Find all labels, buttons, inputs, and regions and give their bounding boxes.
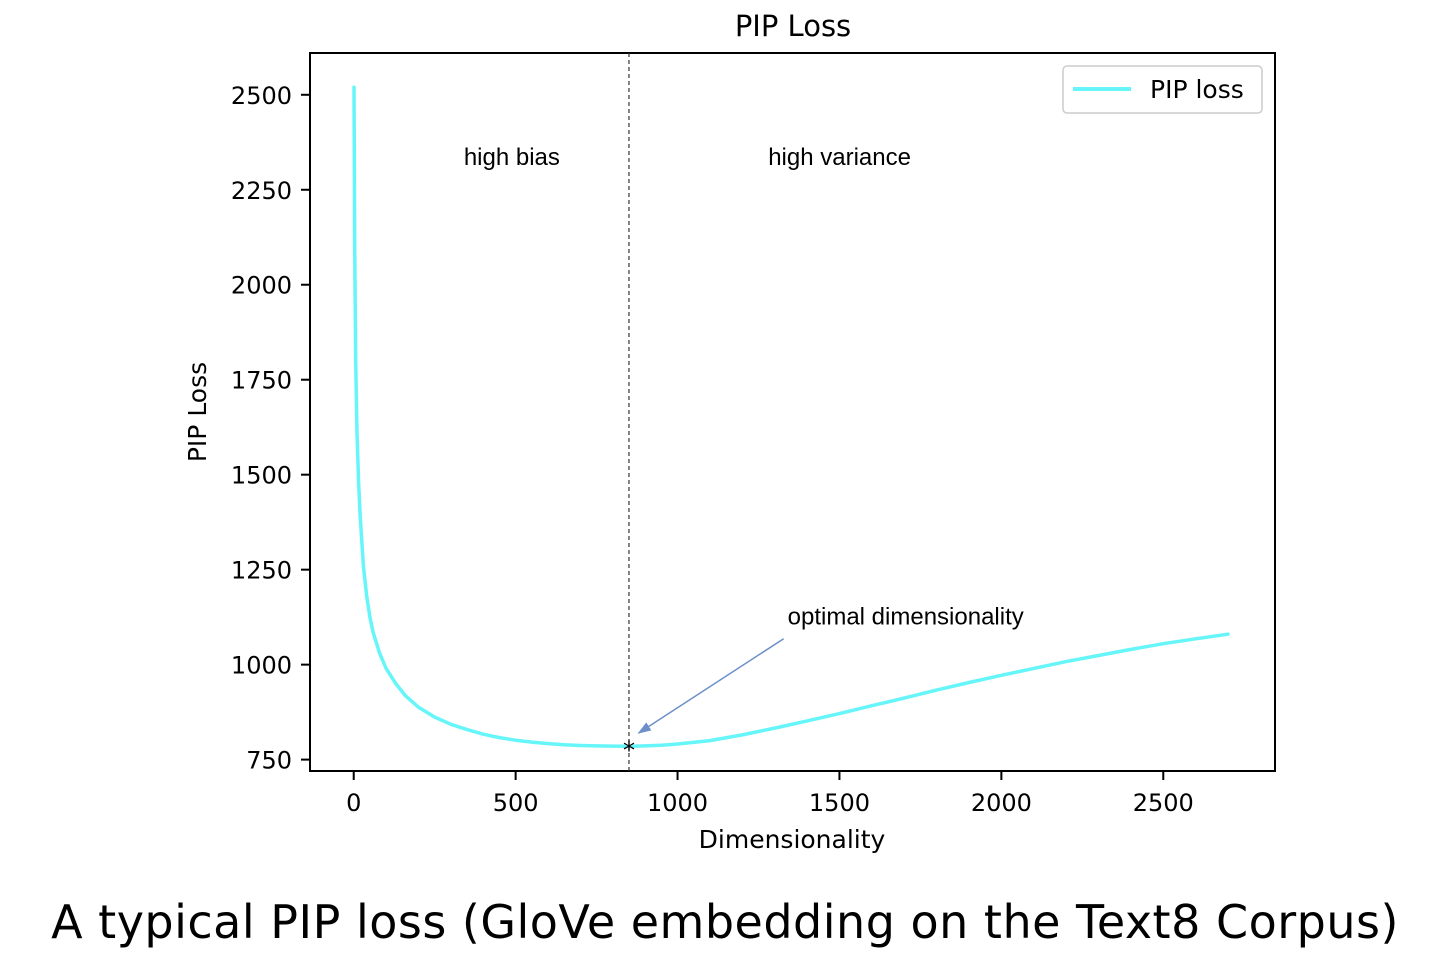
x-axis-ticks: 0 500 1000 1500 2000 2500 (346, 771, 1194, 817)
x-axis-label: Dimensionality (699, 825, 886, 854)
annotation-text: high bias (464, 144, 560, 171)
y-tick-label: 2250 (231, 177, 292, 205)
legend-label: PIP loss (1150, 75, 1244, 104)
optimum-marker: * (623, 736, 635, 764)
y-tick-label: 1250 (231, 557, 292, 585)
plot-frame (309, 52, 1276, 772)
figure-caption: A typical PIP loss (GloVe embedding on t… (51, 895, 1399, 949)
annotation-text: optimal dimensionality (788, 604, 1024, 631)
pip-loss-chart: PIP Loss 0 500 1000 1500 2000 2500 750 1000 125… (183, 9, 1276, 854)
y-axis-ticks: 750 1000 1250 1500 1750 2000 2250 2500 (231, 82, 310, 775)
y-tick-label: 750 (246, 747, 292, 775)
x-tick-label: 2000 (971, 789, 1032, 817)
chart-title: PIP Loss (735, 9, 851, 43)
series-group: * (352, 85, 1230, 764)
y-axis-label: PIP Loss (183, 362, 212, 462)
annotation-text: high variance (768, 144, 911, 171)
y-tick-label: 1750 (231, 367, 292, 395)
pip-loss-line (352, 85, 1230, 749)
x-tick-label: 2500 (1133, 789, 1194, 817)
y-tick-label: 2000 (231, 272, 292, 300)
annotation-group: high bias high variance optimal dimensiona… (464, 144, 1024, 734)
y-tick-label: 1500 (231, 462, 292, 490)
legend: PIP loss (1062, 65, 1263, 114)
x-tick-label: 0 (346, 789, 361, 817)
annotation-arrow (637, 638, 785, 734)
y-tick-label: 1000 (231, 652, 292, 680)
y-tick-label: 2500 (231, 82, 292, 110)
x-tick-label: 1000 (647, 789, 708, 817)
x-tick-label: 500 (493, 789, 539, 817)
x-tick-label: 1500 (809, 789, 870, 817)
legend-box (1062, 65, 1263, 114)
